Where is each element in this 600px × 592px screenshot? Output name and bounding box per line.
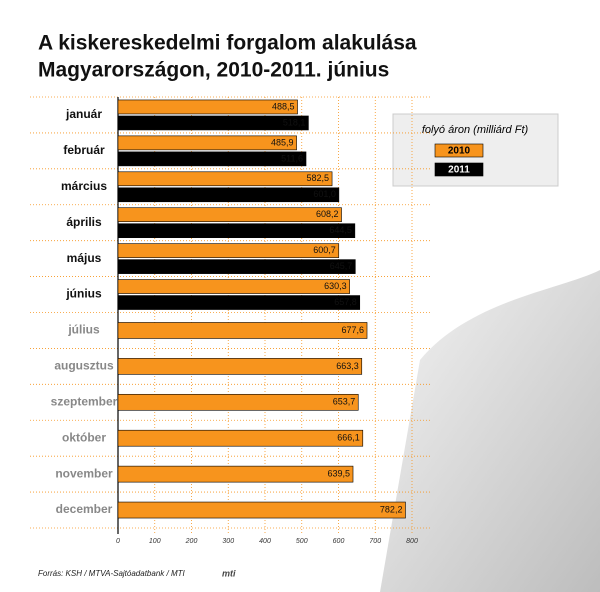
bar (117, 187, 340, 203)
legend-title: folyó áron (milliárd Ft) (422, 124, 529, 136)
y-tick-label: szeptember (51, 394, 118, 408)
value-label: 518,1 (283, 117, 306, 127)
x-tick-label: 800 (406, 538, 418, 545)
y-tick-label: december (56, 502, 113, 516)
x-tick-label: 200 (185, 538, 198, 545)
y-tick-label: március (61, 179, 107, 193)
bar (117, 501, 406, 519)
value-label: 657,8 (334, 297, 357, 307)
background-art (380, 270, 600, 592)
bar (117, 322, 368, 339)
y-tick-label: június (65, 287, 102, 301)
value-label: 644,5 (329, 225, 352, 235)
bar (117, 99, 298, 115)
x-tick-label: 600 (333, 538, 345, 545)
bar (117, 223, 356, 239)
y-tick-label: január (65, 107, 102, 121)
value-label: 653,7 (333, 397, 356, 407)
bar (117, 115, 309, 131)
value-label: 782,2 (380, 504, 403, 514)
legend-label: 2010 (448, 146, 471, 157)
y-tick-label: augusztus (54, 359, 114, 373)
value-label: 666,1 (337, 433, 360, 443)
value-label: 511,6 (281, 153, 303, 163)
legend-label: 2011 (448, 165, 470, 176)
y-tick-label: november (55, 466, 113, 480)
bar (117, 295, 361, 310)
logo: mti (222, 568, 236, 578)
label-panel (48, 97, 114, 527)
bar (117, 279, 350, 294)
bar (117, 259, 356, 274)
y-tick-label: február (63, 143, 105, 157)
x-tick-label: 100 (149, 538, 161, 545)
x-tick-label: 700 (369, 538, 381, 545)
value-label: 485,9 (271, 137, 294, 147)
value-label: 600,7 (313, 245, 336, 255)
value-label: 601,0 (313, 189, 336, 199)
bar (117, 358, 363, 375)
value-label: 639,5 (327, 469, 350, 479)
x-tick-label: 300 (222, 538, 234, 545)
value-label: 663,3 (336, 361, 359, 371)
bar (117, 243, 340, 258)
value-label: 645,7 (330, 261, 353, 271)
y-tick-label: május (67, 251, 102, 265)
y-tick-label: október (62, 430, 106, 444)
bar (117, 135, 297, 151)
bar (117, 207, 342, 223)
bar (117, 171, 333, 187)
legend-swatch (434, 143, 484, 158)
value-label: 630,3 (324, 281, 347, 291)
y-tick-label: április (66, 215, 102, 229)
chart-title: Magyarországon, 2010-2011. június (38, 59, 389, 82)
value-label: 677,6 (341, 325, 364, 335)
x-tick-label: 400 (259, 538, 271, 545)
value-label: 582,5 (307, 173, 330, 183)
bar (117, 151, 307, 167)
x-tick-label: 500 (296, 538, 308, 545)
x-tick-label: 0 (116, 538, 120, 545)
y-tick-label: július (67, 323, 100, 337)
legend-swatch (434, 162, 484, 177)
bar (117, 465, 354, 483)
bar (117, 429, 364, 447)
chart-title: A kiskereskedelmi forgalom alakulása (38, 32, 417, 55)
bar (117, 393, 359, 411)
value-label: 608,2 (316, 209, 339, 219)
value-label: 488,5 (272, 101, 295, 111)
source: Forrás: KSH / MTVA-Sajtóadatbank / MTI (38, 569, 185, 578)
